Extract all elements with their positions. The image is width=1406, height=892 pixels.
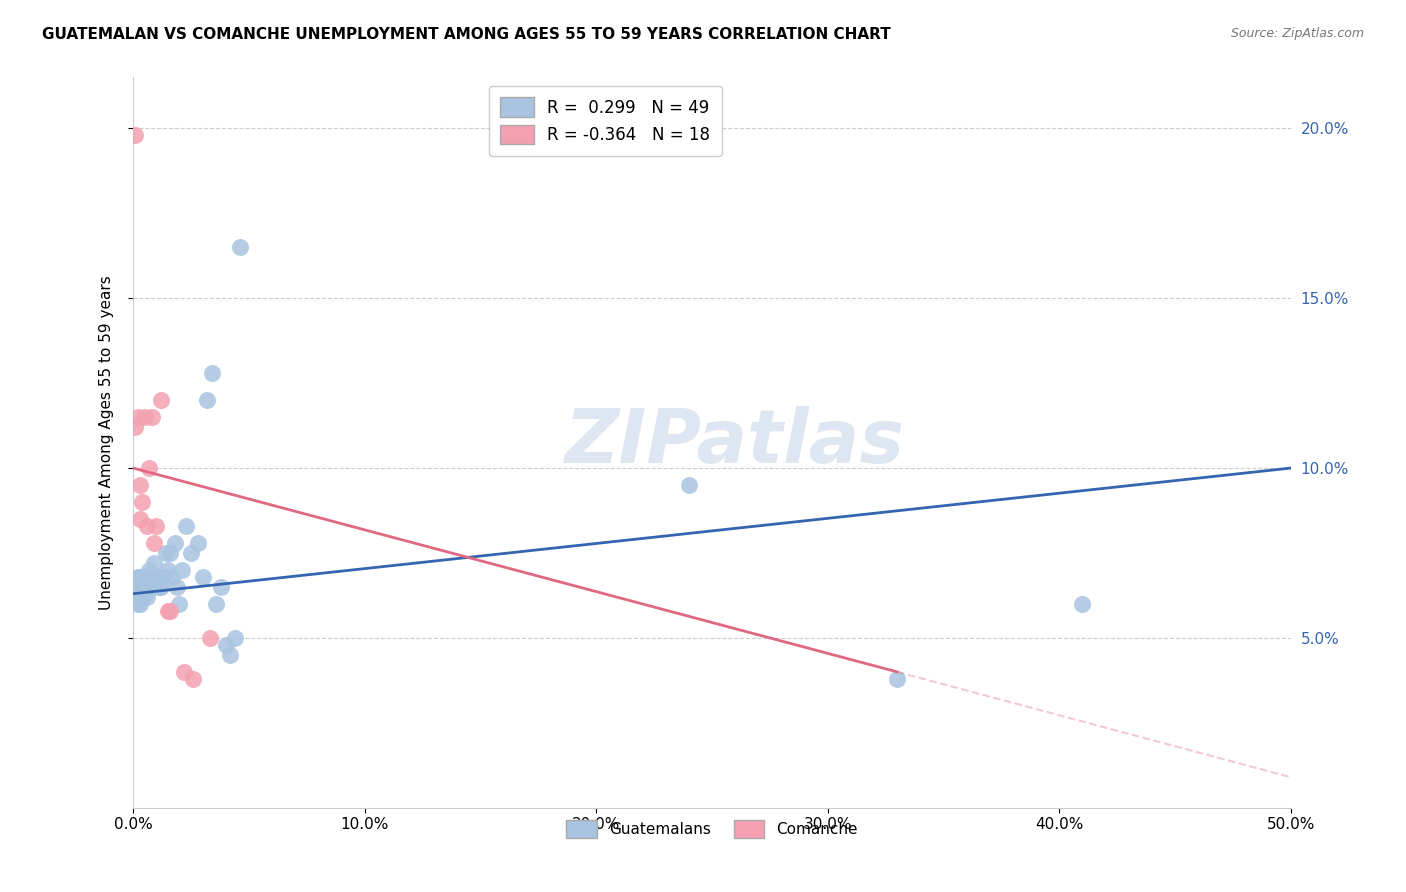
Text: Source: ZipAtlas.com: Source: ZipAtlas.com (1230, 27, 1364, 40)
Point (134, 580, 156, 594)
Point (136, 570, 159, 584)
Point (138, 580, 160, 594)
Point (1071, 597, 1094, 611)
Point (142, 556, 165, 570)
Point (138, 563, 160, 577)
Point (156, 604, 179, 618)
Point (149, 580, 172, 594)
Point (886, 672, 908, 686)
Point (198, 631, 221, 645)
Point (141, 410, 163, 425)
Point (131, 570, 153, 584)
Point (127, 597, 149, 611)
Point (149, 393, 172, 408)
Point (156, 563, 179, 577)
Point (127, 410, 149, 425)
Point (159, 604, 181, 618)
Point (173, 665, 195, 679)
Point (201, 366, 224, 380)
Point (131, 495, 153, 509)
Point (129, 512, 152, 526)
Point (145, 570, 167, 584)
Point (181, 672, 204, 686)
Point (224, 631, 246, 645)
Point (136, 518, 159, 533)
Legend: Guatemalans, Comanche: Guatemalans, Comanche (560, 814, 863, 844)
Point (180, 546, 202, 560)
Point (124, 128, 146, 143)
Point (152, 570, 174, 584)
Point (129, 580, 152, 594)
Point (159, 546, 181, 560)
Point (148, 580, 170, 594)
Point (219, 648, 242, 662)
Text: GUATEMALAN VS COMANCHE UNEMPLOYMENT AMONG AGES 55 TO 59 YEARS CORRELATION CHART: GUATEMALAN VS COMANCHE UNEMPLOYMENT AMON… (42, 27, 891, 42)
Point (142, 536, 165, 550)
Text: ZIPatlas: ZIPatlas (565, 406, 905, 479)
Point (205, 597, 228, 611)
Point (124, 590, 146, 604)
Point (134, 587, 156, 601)
Point (176, 518, 198, 533)
Point (142, 570, 165, 584)
Point (163, 536, 186, 550)
Point (209, 580, 232, 594)
Point (131, 580, 153, 594)
Point (155, 546, 177, 560)
Point (170, 563, 193, 577)
Point (228, 240, 250, 254)
Point (129, 478, 152, 492)
Point (141, 570, 163, 584)
Point (129, 570, 152, 584)
Point (162, 570, 184, 584)
Point (169, 597, 191, 611)
Point (678, 478, 700, 492)
Point (134, 570, 156, 584)
Point (134, 410, 156, 425)
Point (145, 518, 167, 533)
Point (215, 638, 238, 652)
Point (131, 590, 153, 604)
Point (187, 536, 209, 550)
Point (124, 580, 146, 594)
Y-axis label: Unemployment Among Ages 55 to 59 years: Unemployment Among Ages 55 to 59 years (100, 276, 114, 610)
Point (195, 393, 218, 408)
Point (141, 580, 163, 594)
Point (127, 570, 149, 584)
Point (166, 580, 188, 594)
Point (136, 590, 159, 604)
Point (191, 570, 214, 584)
Point (124, 420, 146, 434)
Point (127, 580, 149, 594)
Point (138, 461, 160, 475)
Point (129, 597, 152, 611)
